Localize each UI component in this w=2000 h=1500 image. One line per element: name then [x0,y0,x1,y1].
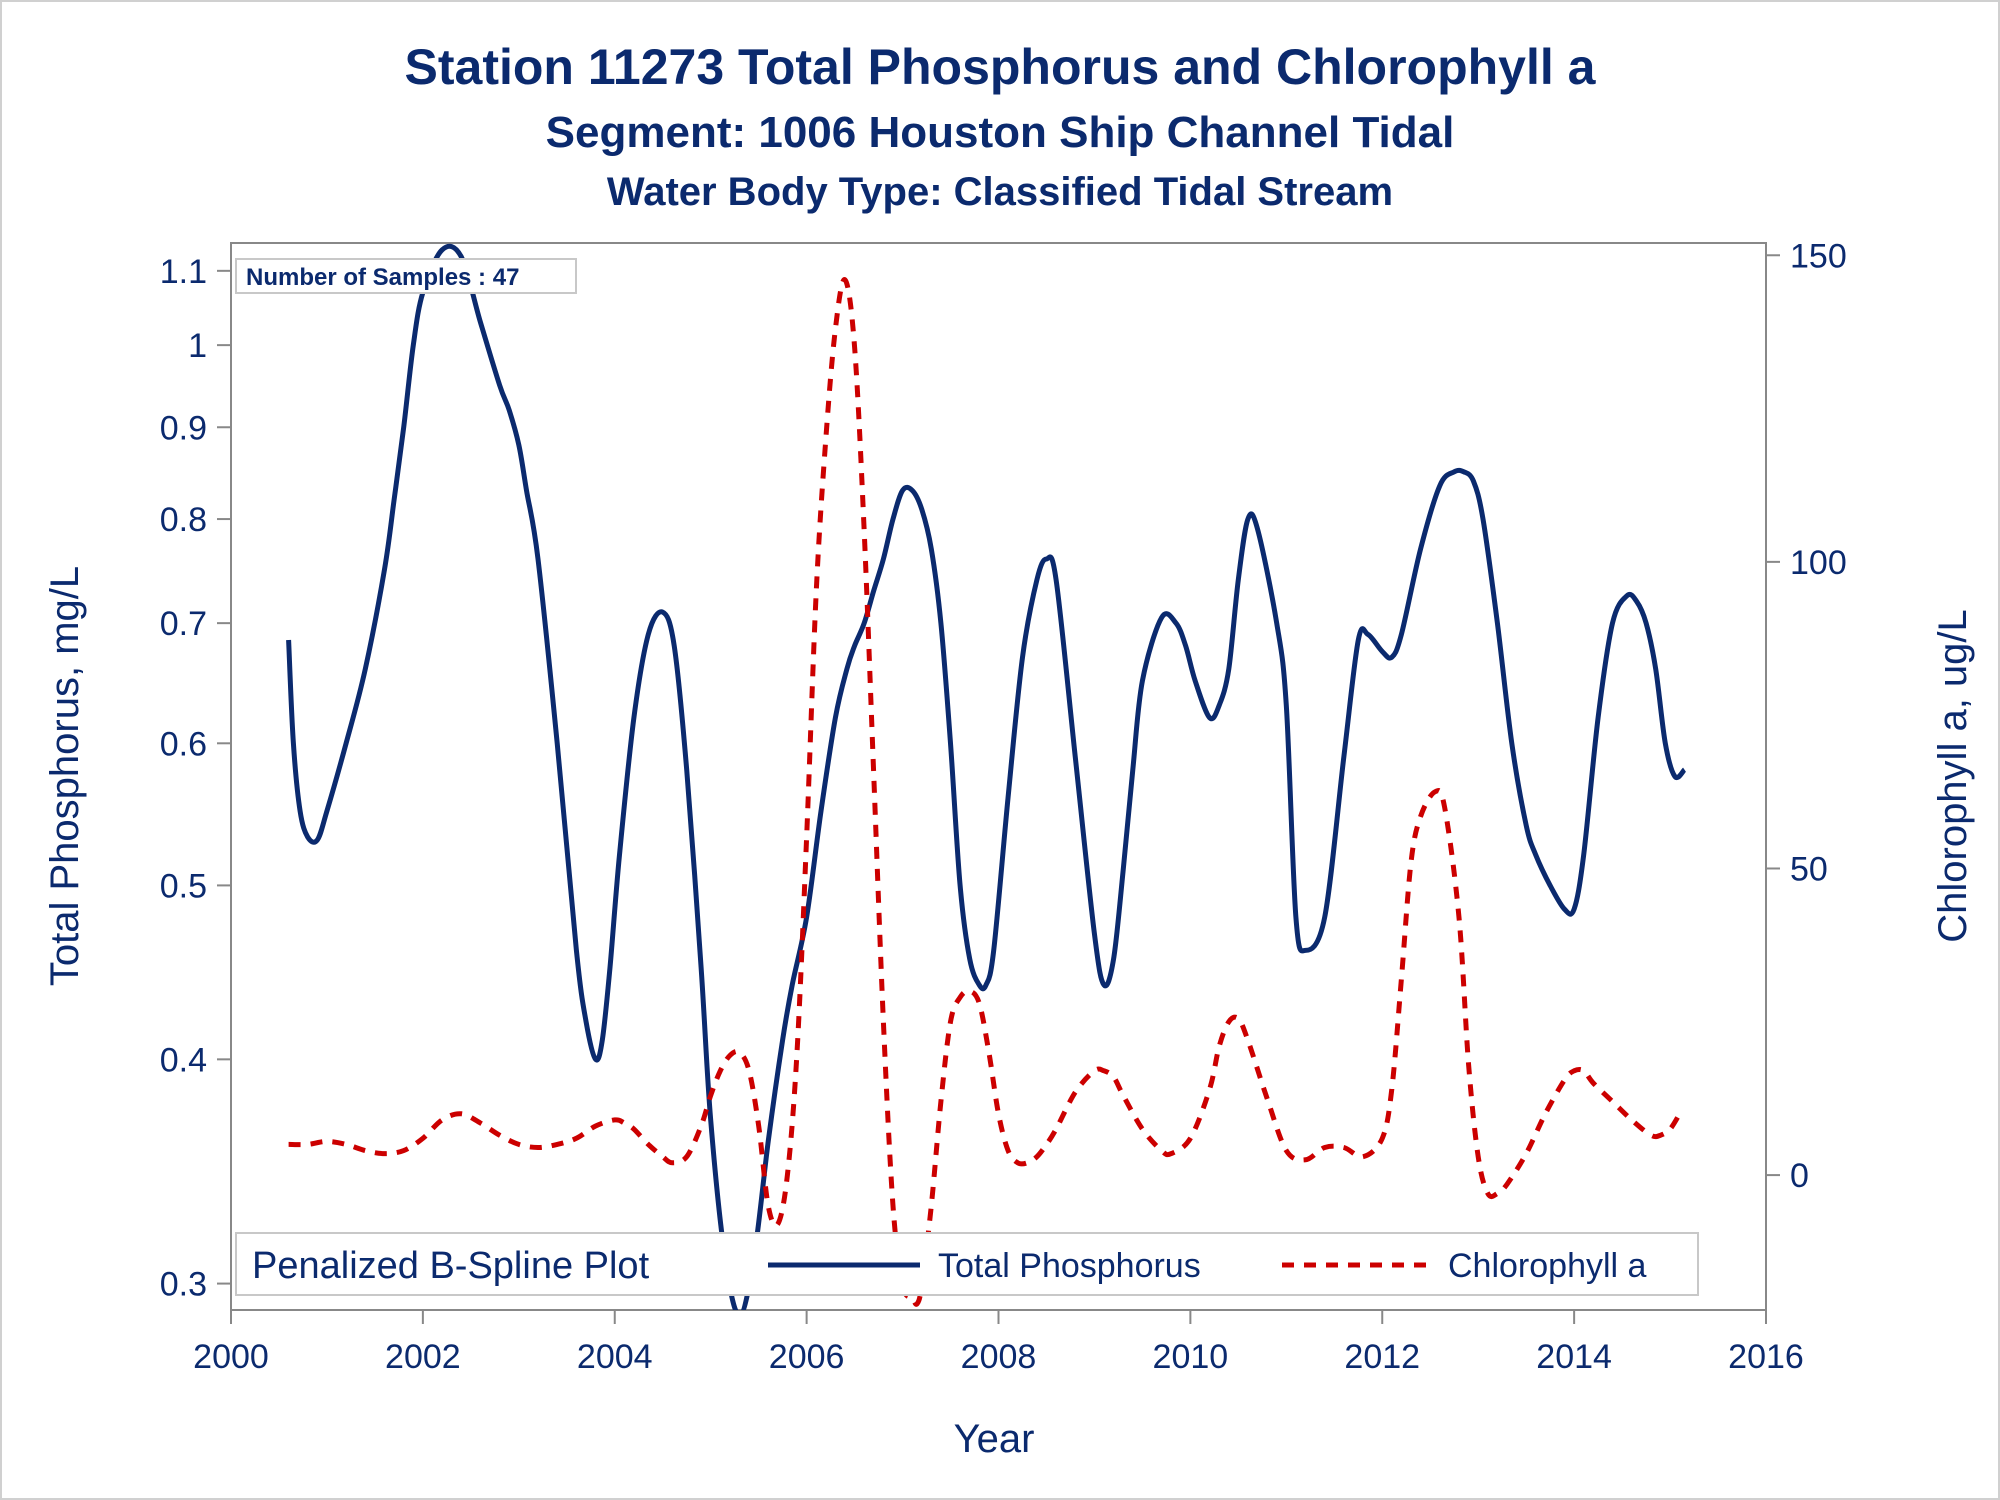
x-tick-label: 2000 [193,1338,269,1376]
y-tick-label: 0.5 [160,867,207,905]
y2-tick-label: 0 [1790,1157,1809,1195]
y-axis-label: Total Phosphorus, mg/L [43,566,87,986]
y2-tick-label: 150 [1790,237,1847,275]
y-axis-left: 0.3 0.4 0.5 0.6 0.7 0.8 0.9 1 1.1 [160,253,231,1304]
legend-frame [235,1232,1699,1296]
chart-subtitle-2: Water Body Type: Classified Tidal Stream [606,170,1394,214]
x-tick-label: 2016 [1728,1338,1804,1376]
x-tick-label: 2008 [961,1338,1037,1376]
x-tick-label: 2014 [1536,1338,1612,1376]
series-layer [286,243,1687,1310]
sample-count-box: Number of Samples : 47 [235,258,577,294]
x-axis: 2000 2002 2004 2006 2008 2010 2012 2014 2016 [193,1310,1804,1376]
x-tick-label: 2010 [1153,1338,1229,1376]
series-line-chlorophyll-a [288,277,1682,1307]
y2-tick-label: 50 [1790,850,1828,888]
y-tick-label: 1 [188,327,207,365]
sample-count-box-frame [235,258,577,294]
y-tick-label: 0.7 [160,605,207,643]
y-tick-label: 0.4 [160,1041,207,1079]
x-axis-label: Year [954,1417,1035,1461]
y-tick-label: 0.8 [160,501,207,539]
y-tick-label: 0.3 [160,1266,207,1304]
y2-tick-label: 100 [1790,544,1847,582]
chart-title: Station 11273 Total Phosphorus and Chlor… [404,39,1596,95]
legend-title: Penalized B-Spline Plot [252,1245,650,1287]
x-tick-label: 2004 [577,1338,653,1376]
y-tick-label: 1.1 [160,253,207,291]
x-tick-label: 2002 [385,1338,461,1376]
y-axis-right: 0 50 100 150 [1766,237,1847,1195]
x-tick-label: 2012 [1344,1338,1420,1376]
y-tick-label: 0.9 [160,409,207,447]
plot-area [230,242,1767,1311]
series-line-total-phosphorus [286,243,1687,1310]
y-tick-label: 0.6 [160,725,207,763]
legend-entry-phosphorus: Total Phosphorus [938,1247,1201,1285]
sample-count-label: Number of Samples : 47 [246,264,519,291]
x-tick-label: 2006 [769,1338,845,1376]
y2-axis-label: Chlorophyll a, ug/L [1931,609,1975,943]
legend: Penalized B-Spline Plot Total Phosphorus… [235,1232,1699,1296]
legend-entry-chlorophyll: Chlorophyll a [1448,1247,1647,1285]
chart-subtitle: Segment: 1006 Houston Ship Channel Tidal [545,108,1455,157]
